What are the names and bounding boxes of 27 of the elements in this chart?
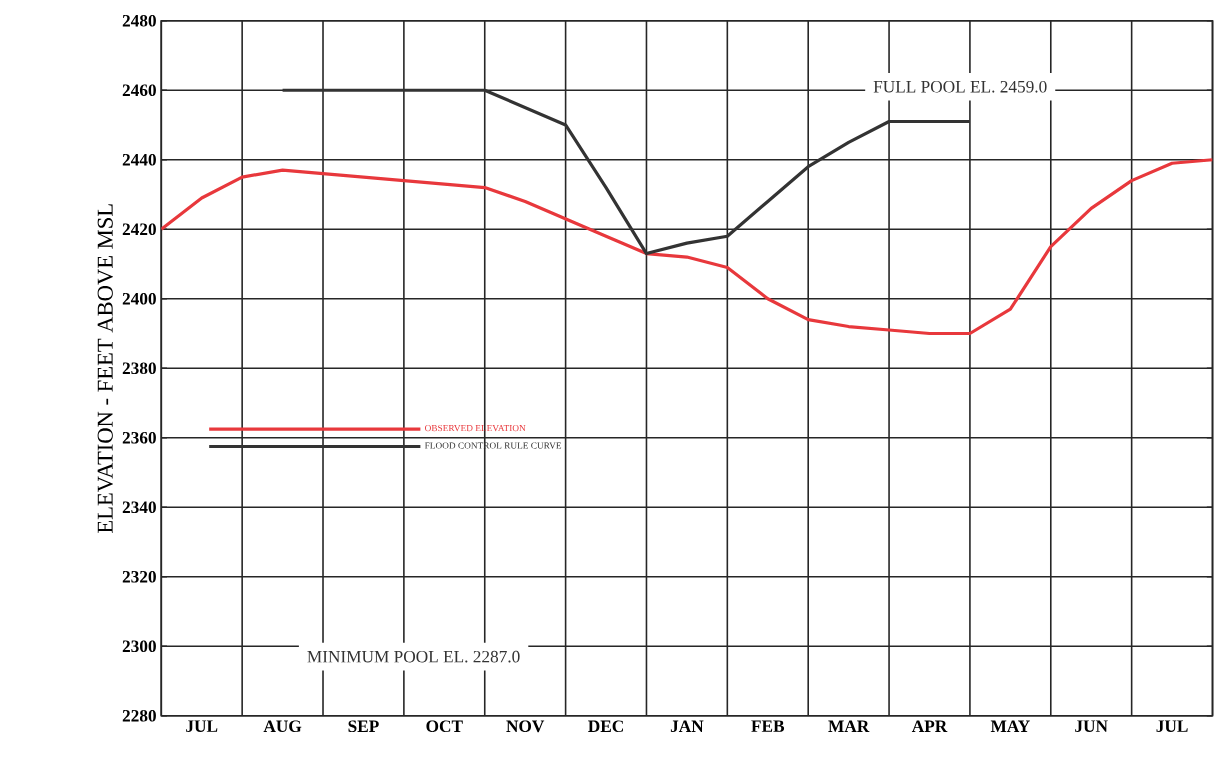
- x-tick-label: NOV: [506, 720, 545, 733]
- x-tick-label: DEC: [588, 720, 623, 733]
- x-tick-label: JUL: [186, 720, 218, 732]
- x-tick-label: JUL: [1156, 720, 1188, 732]
- y-tick-label: 2460: [122, 84, 156, 97]
- x-tick-label: MAR: [828, 720, 870, 732]
- y-tick-label: 2320: [122, 570, 156, 583]
- x-tick-label: APR: [911, 720, 948, 732]
- x-tick-label: FEB: [751, 720, 785, 732]
- y-tick-label: 2400: [122, 292, 156, 305]
- x-tick-label: MAY: [990, 720, 1030, 732]
- y-tick-label: 2300: [122, 640, 156, 653]
- y-tick-label: 2340: [122, 501, 156, 514]
- x-tick-label: JUN: [1075, 720, 1108, 732]
- y-tick-label: 2440: [122, 153, 156, 166]
- x-tick-label: JAN: [670, 720, 704, 733]
- y-tick-label: 2280: [122, 709, 156, 722]
- y-tick-label: 2380: [122, 362, 156, 375]
- x-tick-label: AUG: [263, 720, 302, 733]
- y-tick-label: 2360: [122, 431, 156, 444]
- x-tick-label: OCT: [426, 720, 463, 733]
- x-tick-label: SEP: [348, 720, 379, 733]
- y-tick-label: 2480: [122, 14, 156, 27]
- y-axis-title: ELEVATION - FEET ABOVE MSL: [97, 204, 113, 533]
- annotation: MINIMUM POOL EL. 2287.0: [307, 650, 520, 663]
- y-tick-label: 2420: [122, 223, 156, 236]
- annotation: FULL POOL EL. 2459.0: [873, 80, 1047, 93]
